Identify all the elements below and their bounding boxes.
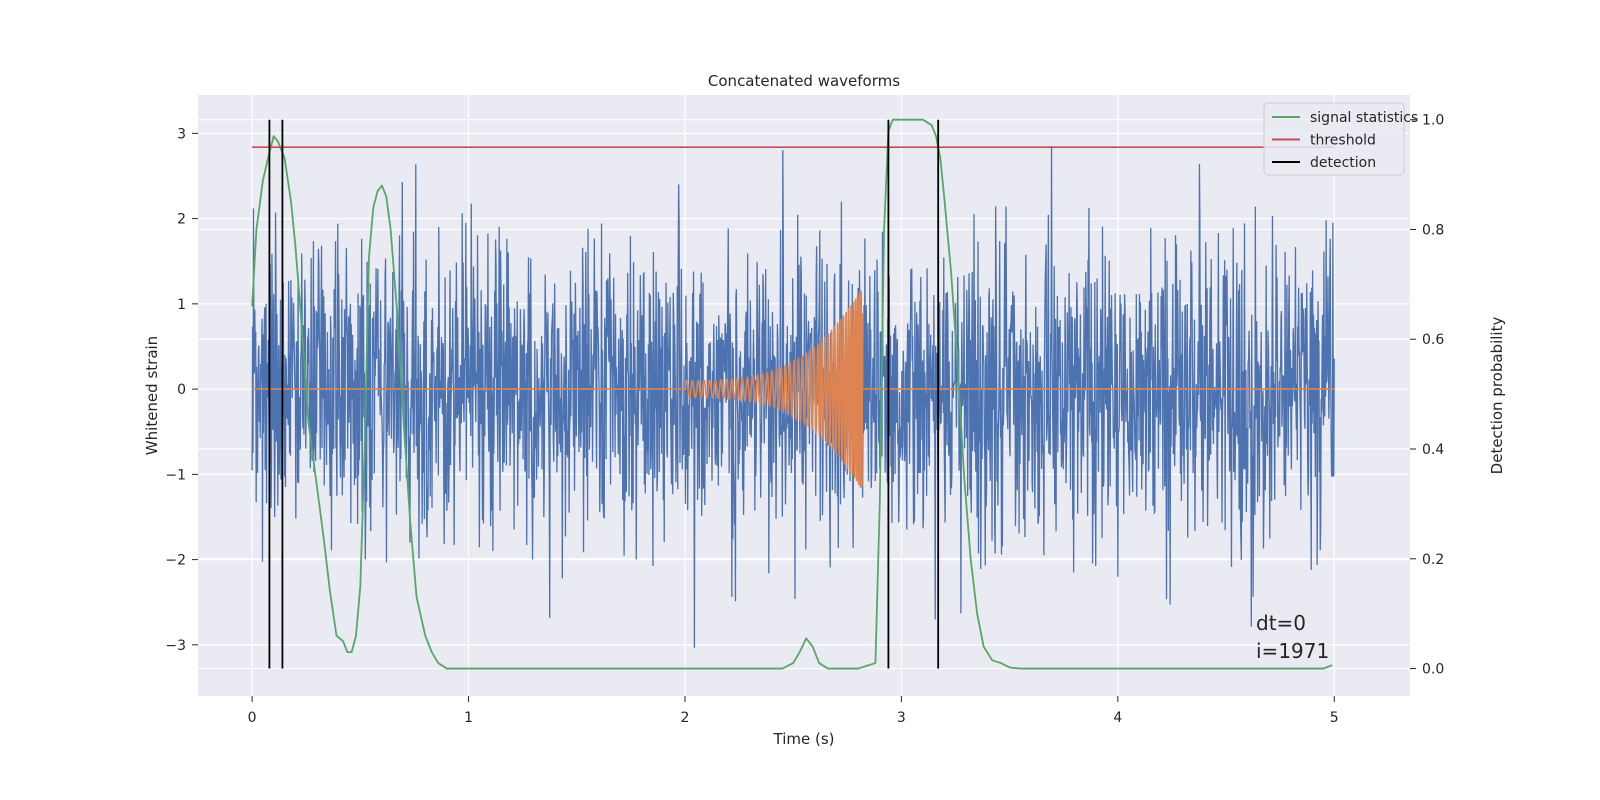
annotation-index: i=1971 [1256,639,1329,663]
y-tick-label-right: 0.0 [1422,662,1444,678]
y-tick-label-left: 0 [177,382,186,398]
detection-series [268,119,940,669]
y-axis-label-right: Detection probability [1488,317,1506,475]
legend-label: detection [1310,155,1376,171]
y-tick-label-right: 0.6 [1422,332,1444,348]
template-line [252,290,1335,488]
y-tick-label-right: 0.4 [1422,442,1444,458]
x-tick-label: 2 [681,710,690,726]
signal-statistics-series [251,118,1333,670]
y-tick-label-left: 2 [177,212,186,228]
y-tick-label-right: 1.0 [1422,113,1444,129]
x-tick-label: 5 [1330,710,1339,726]
legend: signal statistics threshold detection [1263,102,1418,176]
y-axis-label-left: Whitened strain [143,336,161,455]
y-tick-label-left: 1 [177,297,186,313]
y-tick-label-left: −3 [165,638,186,654]
y-tick-label-right: 0.2 [1422,552,1444,568]
legend-label: signal statistics [1310,110,1418,126]
y-tick-label-right: 0.8 [1422,222,1444,238]
x-tick-label: 0 [248,710,257,726]
legend-label: threshold [1310,133,1376,149]
y-tick-label-left: 3 [177,126,186,142]
axes-ticks: 0 1 2 3 4 5 −3 −2 −1 0 1 2 3 0.0 0.2 0.4 0.6 0.8 1.0 [165,113,1444,726]
annotation-dt: dt=0 [1256,611,1306,635]
y-tick-label-left: −1 [165,467,186,483]
template-series [252,290,1335,488]
chart-title: Concatenated waveforms [708,72,900,90]
legend-frame [1263,102,1405,176]
x-tick-label: 4 [1113,710,1122,726]
x-tick-label: 3 [897,710,906,726]
y-tick-label-left: −2 [165,553,186,569]
signal-statistics-line [251,118,1333,670]
x-tick-label: 1 [464,710,473,726]
x-axis-label: Time (s) [773,730,835,748]
